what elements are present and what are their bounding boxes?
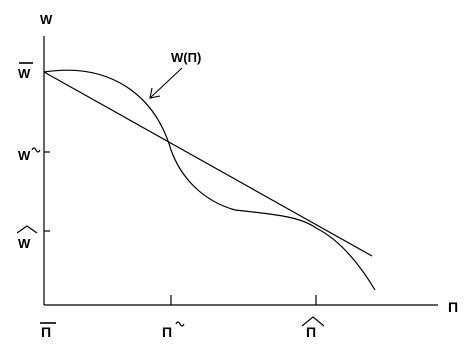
y-axis-label: W bbox=[40, 12, 53, 27]
y-tick-label-w-tilde: W bbox=[18, 147, 41, 163]
tilde-accent bbox=[31, 147, 41, 153]
svg-text:W: W bbox=[18, 148, 31, 163]
y-tick-label-w-hat: W bbox=[16, 225, 38, 251]
svg-text:Π: Π bbox=[162, 324, 172, 340]
w-pi-curve bbox=[43, 69, 376, 291]
straight-line bbox=[43, 71, 373, 257]
hat-accent bbox=[301, 316, 325, 327]
x-tick-label-pi-hat: Π bbox=[301, 316, 325, 340]
x-axis-label: Π bbox=[448, 299, 458, 315]
svg-text:W: W bbox=[18, 66, 31, 81]
curve-label: W(Π) bbox=[171, 50, 201, 65]
y-tick-label-w-bar: W bbox=[18, 62, 33, 81]
x-tick-label-pi-bar: Π bbox=[40, 322, 56, 340]
label-arrow-shaft bbox=[149, 67, 183, 99]
arrow-head-icon bbox=[149, 87, 161, 99]
svg-text:Π: Π bbox=[306, 324, 316, 340]
svg-text:W: W bbox=[18, 236, 31, 251]
x-tick-label-pi-tilde: Π bbox=[162, 321, 185, 340]
hat-accent bbox=[16, 225, 38, 234]
svg-text:Π: Π bbox=[41, 324, 51, 340]
tilde-accent bbox=[175, 321, 185, 327]
